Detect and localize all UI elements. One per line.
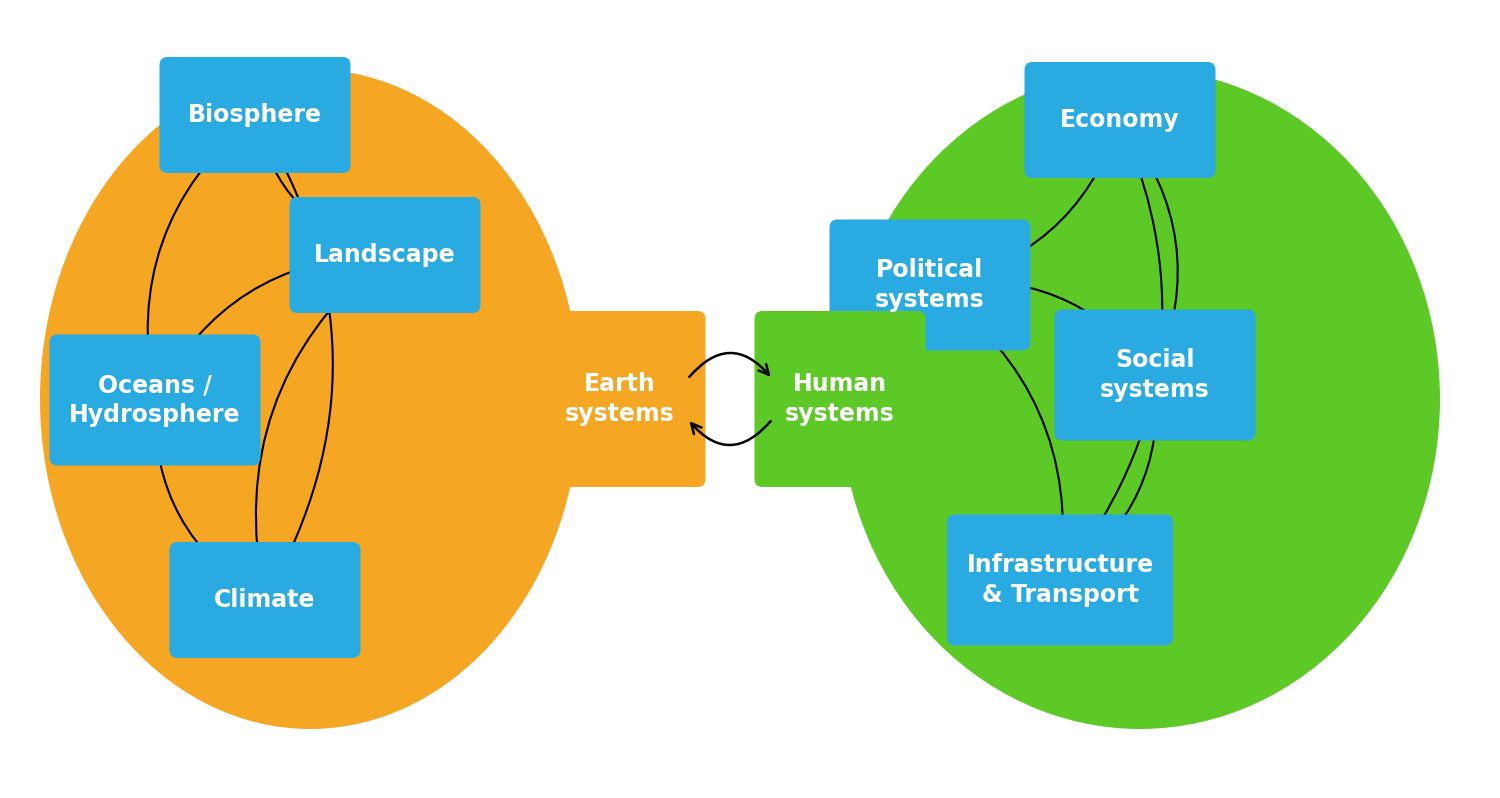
FancyBboxPatch shape [50,334,261,465]
FancyBboxPatch shape [830,219,1030,350]
Text: Earth
systems: Earth systems [566,372,675,426]
FancyBboxPatch shape [170,542,360,658]
FancyBboxPatch shape [946,515,1173,646]
Text: Infrastructure
& Transport: Infrastructure & Transport [966,553,1154,606]
Text: Social
systems: Social systems [1100,348,1210,402]
FancyBboxPatch shape [754,311,926,487]
Ellipse shape [40,69,580,729]
FancyBboxPatch shape [290,197,480,313]
Text: Human
systems: Human systems [784,372,895,426]
FancyBboxPatch shape [159,57,351,173]
Text: Climate: Climate [214,588,315,612]
Text: Oceans /
Hydrosphere: Oceans / Hydrosphere [69,373,240,427]
FancyBboxPatch shape [1024,62,1215,178]
Text: Political
systems: Political systems [874,258,986,312]
FancyBboxPatch shape [534,311,705,487]
Ellipse shape [840,69,1440,729]
Text: Biosphere: Biosphere [188,103,322,127]
Text: Economy: Economy [1060,108,1180,132]
Text: Landscape: Landscape [314,243,456,267]
FancyBboxPatch shape [1054,310,1256,440]
